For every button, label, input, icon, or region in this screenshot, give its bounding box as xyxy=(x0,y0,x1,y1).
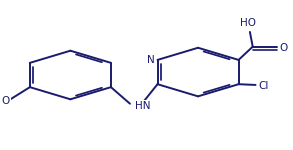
Text: HO: HO xyxy=(241,18,256,28)
Text: O: O xyxy=(2,96,10,106)
Text: N: N xyxy=(147,55,155,65)
Text: Cl: Cl xyxy=(258,81,269,91)
Text: O: O xyxy=(280,43,288,53)
Text: HN: HN xyxy=(135,101,150,111)
